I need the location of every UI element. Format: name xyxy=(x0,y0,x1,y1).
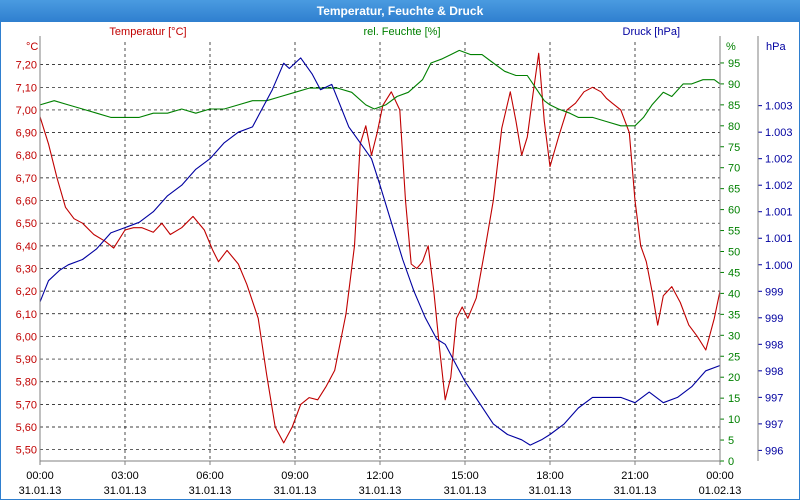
humidity-tick-label: 65 xyxy=(728,184,740,196)
humidity-tick-label: 15 xyxy=(728,393,740,405)
pressure-tick-label: 1.002 xyxy=(765,154,793,166)
pressure-tick-label: 999 xyxy=(765,286,783,298)
x-tick-date-label: 31.01.13 xyxy=(19,485,62,497)
x-tick-date-label: 31.01.13 xyxy=(104,485,147,497)
x-tick-date-label: 31.01.13 xyxy=(359,485,402,497)
temperature-tick-label: 6,30 xyxy=(16,263,37,275)
temperature-series-line xyxy=(39,52,721,444)
pressure-tick-label: 1.003 xyxy=(765,101,793,113)
pressure-axis-label: Druck [hPa] xyxy=(623,26,680,38)
x-tick-time-label: 06:00 xyxy=(196,470,224,482)
temperature-tick-label: 6,10 xyxy=(16,309,37,321)
temperature-tick-label: 5,50 xyxy=(16,445,37,457)
humidity-tick-label: 70 xyxy=(728,163,740,175)
temperature-tick-label: 6,80 xyxy=(16,150,37,162)
humidity-tick-label: 55 xyxy=(728,226,740,238)
x-tick-date-label: 31.01.13 xyxy=(614,485,657,497)
temperature-tick-label: 7,00 xyxy=(16,105,37,117)
x-tick-date-label: 31.01.13 xyxy=(189,485,232,497)
x-tick-time-label: 21:00 xyxy=(621,470,649,482)
pressure-tick-label: 998 xyxy=(765,366,783,378)
chart-title: Temperatur, Feuchte & Druck xyxy=(0,0,800,22)
x-tick-date-label: 01.02.13 xyxy=(699,485,742,497)
humidity-tick-label: 20 xyxy=(728,372,740,384)
pressure-tick-label: 1.003 xyxy=(765,127,793,139)
temperature-tick-label: 6,50 xyxy=(16,218,37,230)
humidity-tick-label: 80 xyxy=(728,121,740,133)
humidity-series-line xyxy=(39,49,721,127)
pressure-tick-label: 997 xyxy=(765,419,783,431)
x-tick-time-label: 03:00 xyxy=(111,470,139,482)
x-tick-time-label: 09:00 xyxy=(281,470,309,482)
temperature-tick-label: 5,90 xyxy=(16,354,37,366)
temperature-unit: °C xyxy=(26,41,38,53)
plot-area xyxy=(39,49,721,446)
pressure-tick-label: 999 xyxy=(765,313,783,325)
humidity-tick-label: 75 xyxy=(728,142,740,154)
temperature-axis-label: Temperatur [°C] xyxy=(109,26,186,38)
humidity-tick-label: 60 xyxy=(728,205,740,217)
temperature-tick-label: 6,20 xyxy=(16,286,37,298)
humidity-tick-label: 0 xyxy=(728,456,734,468)
humidity-tick-label: 25 xyxy=(728,351,740,363)
temperature-tick-label: 6,90 xyxy=(16,128,37,140)
temperature-tick-label: 6,70 xyxy=(16,173,37,185)
temperature-tick-label: 6,40 xyxy=(16,241,37,253)
x-tick-time-label: 00:00 xyxy=(706,470,734,482)
grid xyxy=(40,42,720,461)
pressure-unit: hPa xyxy=(766,41,786,53)
humidity-unit: % xyxy=(726,41,736,53)
temperature-tick-label: 5,60 xyxy=(16,422,37,434)
humidity-tick-label: 95 xyxy=(728,58,740,70)
pressure-tick-label: 1.000 xyxy=(765,260,793,272)
humidity-tick-label: 35 xyxy=(728,309,740,321)
x-tick-time-label: 12:00 xyxy=(366,470,394,482)
x-tick-date-label: 31.01.13 xyxy=(274,485,317,497)
temperature-tick-label: 6,60 xyxy=(16,196,37,208)
pressure-tick-label: 1.001 xyxy=(765,233,793,245)
pressure-tick-label: 998 xyxy=(765,339,783,351)
pressure-series-line xyxy=(39,57,721,446)
temperature-tick-label: 5,80 xyxy=(16,377,37,389)
pressure-tick-label: 997 xyxy=(765,392,783,404)
humidity-tick-label: 30 xyxy=(728,330,740,342)
humidity-tick-label: 50 xyxy=(728,247,740,259)
x-tick-date-label: 31.01.13 xyxy=(529,485,572,497)
humidity-tick-label: 45 xyxy=(728,267,740,279)
x-tick-time-label: 18:00 xyxy=(536,470,564,482)
pressure-tick-label: 1.001 xyxy=(765,207,793,219)
temperature-tick-label: 7,20 xyxy=(16,60,37,72)
axes: 5,50 5,60 5,70 5,80 5,90 6,00 6,10 6,20 6,30 6,40… xyxy=(16,36,793,497)
temperature-tick-label: 7,10 xyxy=(16,82,37,94)
temperature-tick-label: 6,00 xyxy=(16,331,37,343)
humidity-axis-label: rel. Feuchte [%] xyxy=(363,26,440,38)
x-tick-date-label: 31.01.13 xyxy=(444,485,487,497)
humidity-tick-label: 90 xyxy=(728,79,740,91)
humidity-tick-label: 85 xyxy=(728,100,740,112)
humidity-tick-label: 40 xyxy=(728,288,740,300)
pressure-tick-label: 996 xyxy=(765,445,783,457)
x-tick-time-label: 15:00 xyxy=(451,470,479,482)
temperature-tick-label: 5,70 xyxy=(16,399,37,411)
humidity-tick-label: 10 xyxy=(728,414,740,426)
humidity-tick-label: 5 xyxy=(728,435,734,447)
x-tick-time-label: 00:00 xyxy=(26,470,54,482)
pressure-tick-label: 1.002 xyxy=(765,180,793,192)
